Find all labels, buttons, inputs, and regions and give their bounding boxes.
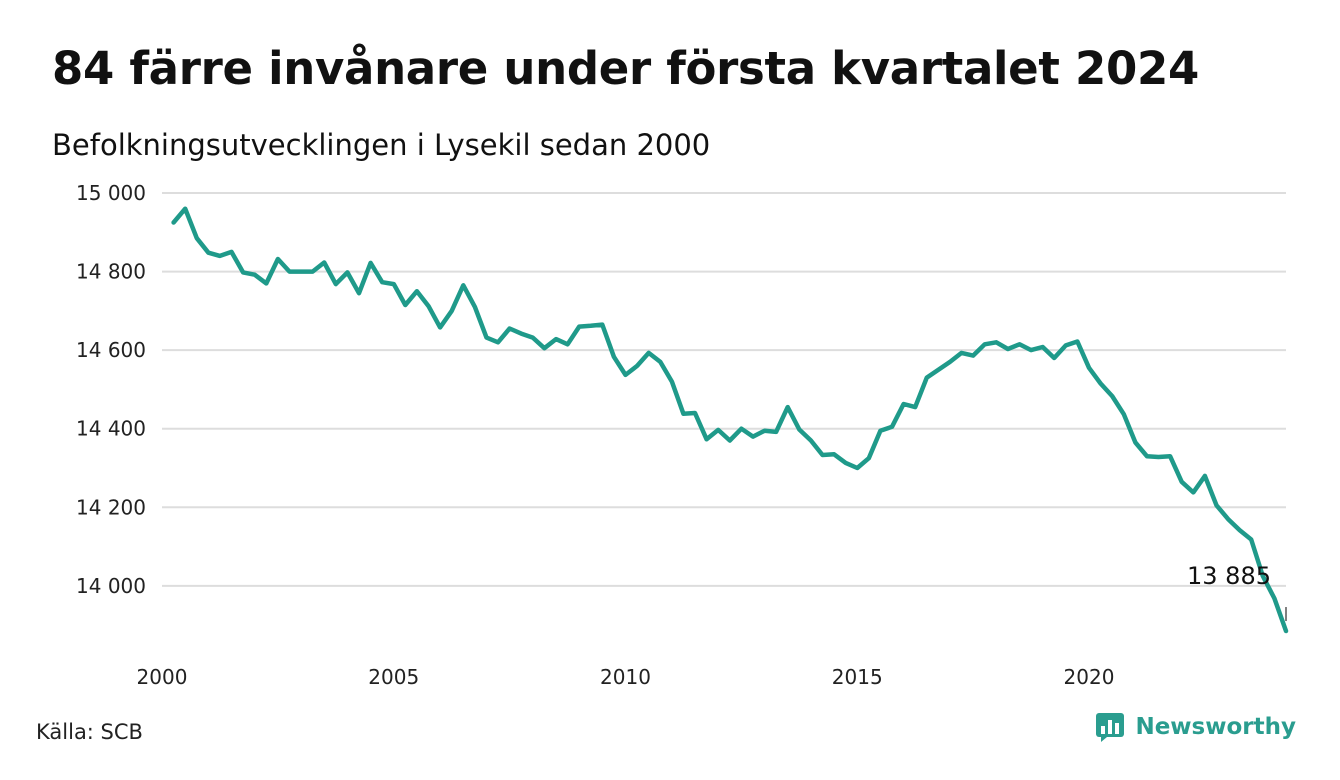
y-tick-label: 14 800 — [76, 260, 146, 284]
grid-lines — [162, 192, 1286, 587]
x-tick-label: 2015 — [832, 665, 883, 689]
y-axis-ticks: 14 000 14 200 14 400 14 600 14 800 15 000 — [76, 181, 146, 598]
x-tick-label: 2000 — [137, 665, 188, 689]
end-value-label: 13 885 — [1187, 562, 1271, 590]
series-line — [171, 206, 1289, 634]
source-note: Källa: SCB — [36, 720, 143, 744]
y-tick-label: 14 000 — [76, 574, 146, 598]
chart-subtitle: Befolkningsutvecklingen i Lysekil sedan … — [52, 128, 711, 162]
x-tick-label: 2005 — [368, 665, 419, 689]
y-tick-label: 14 400 — [76, 417, 146, 441]
chart-title: 84 färre invånare under första kvartalet… — [52, 42, 1199, 95]
x-axis-ticks: 2000 2005 2010 2015 2020 — [137, 665, 1115, 689]
x-tick-label: 2010 — [600, 665, 651, 689]
brand-name: Newsworthy — [1135, 714, 1296, 740]
x-tick-label: 2020 — [1064, 665, 1115, 689]
y-tick-label: 14 200 — [76, 495, 146, 519]
series-layer — [171, 206, 1289, 634]
brand-logo: Newsworthy — [1095, 712, 1296, 742]
end-label-layer: 13 885 — [1187, 562, 1287, 622]
bar-chart-icon — [1096, 713, 1125, 742]
y-tick-label: 15 000 — [76, 181, 146, 205]
y-tick-label: 14 600 — [76, 338, 146, 362]
